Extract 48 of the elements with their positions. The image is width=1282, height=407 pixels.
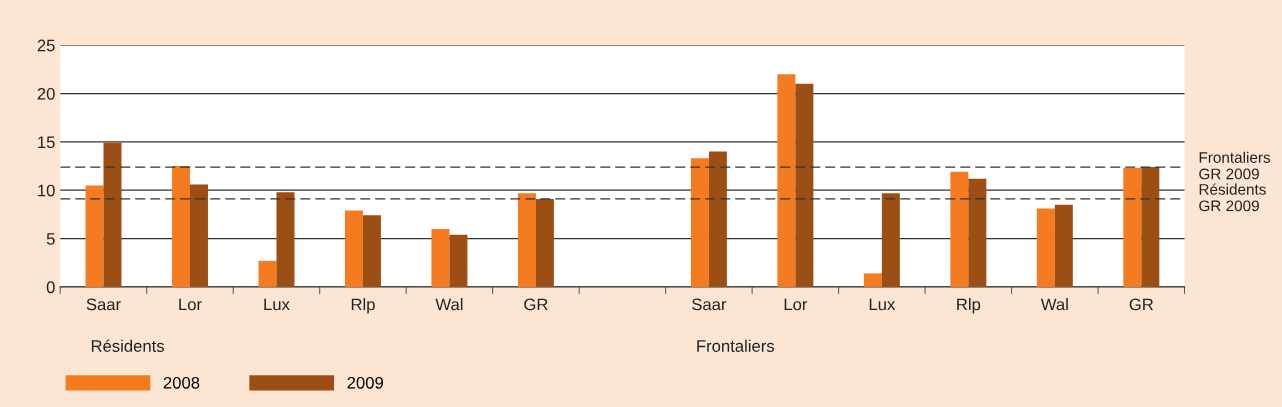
- x-tick-label: Saar: [692, 298, 727, 311]
- bar: [1036, 208, 1055, 287]
- x-tick-label: GR: [524, 298, 548, 311]
- bar: [276, 192, 295, 287]
- bar: [449, 234, 468, 287]
- y-tick-label: 10: [38, 184, 55, 197]
- bar: [708, 151, 727, 287]
- x-tick-label: Rlp: [351, 298, 375, 314]
- bar: [189, 184, 208, 287]
- bar: [950, 171, 969, 287]
- bar: [881, 193, 900, 287]
- x-tick-label: GR: [1129, 298, 1154, 311]
- y-tick-label: 25: [37, 39, 55, 52]
- bar: [1054, 204, 1073, 287]
- bar: [517, 193, 536, 287]
- ref-line-label: Résidents GR 2009: [1199, 183, 1266, 212]
- legend-label: 2008: [163, 376, 200, 389]
- bar: [777, 74, 796, 287]
- bar: [258, 260, 277, 287]
- x-tick-label: Lor: [179, 298, 202, 311]
- y-tick-label: 20: [37, 87, 55, 100]
- legend-label: 2009: [347, 376, 383, 389]
- bar: [103, 142, 122, 287]
- y-tick-label: 15: [38, 136, 55, 149]
- bar: [171, 166, 190, 287]
- x-tick-label: Lor: [784, 298, 808, 311]
- bar: [344, 210, 363, 287]
- bar: [1123, 167, 1142, 287]
- bar: [863, 273, 882, 287]
- ref-line-label: Frontaliers GR 2009: [1199, 151, 1271, 180]
- x-tick-label: Wal: [435, 298, 463, 311]
- bar: [795, 83, 814, 287]
- bar: [535, 198, 554, 287]
- y-tick-label: 5: [46, 233, 55, 245]
- x-tick-label: Saar: [86, 298, 121, 311]
- x-tick-label: Rlp: [957, 298, 981, 314]
- bar: [362, 215, 381, 287]
- bar: [85, 185, 104, 287]
- bar: [1141, 167, 1160, 287]
- y-tick-label: 0: [46, 281, 55, 294]
- x-tick-label: Lux: [264, 298, 290, 311]
- text: Résidents: [91, 339, 165, 352]
- bar: [690, 158, 709, 287]
- text: Frontaliers: [697, 339, 775, 352]
- bar: [968, 178, 987, 287]
- bar: [431, 228, 450, 287]
- x-tick-label: Lux: [869, 298, 896, 311]
- x-tick-label: Wal: [1040, 298, 1068, 311]
